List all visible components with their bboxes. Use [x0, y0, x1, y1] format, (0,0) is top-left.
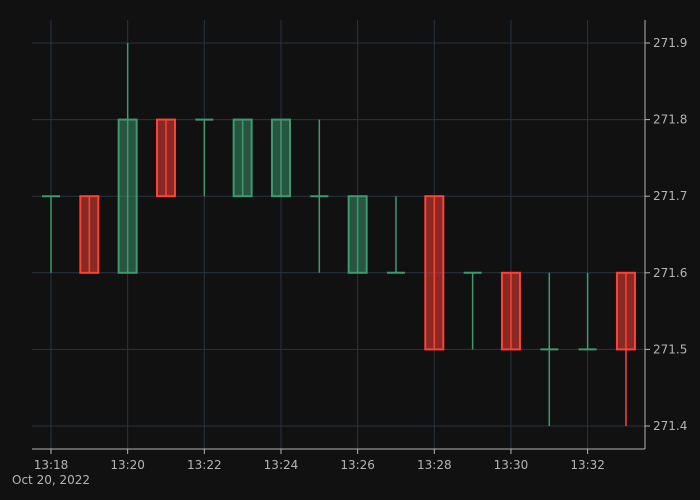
candle-up [270, 118, 291, 198]
y-tick-label: 271.4 [653, 419, 687, 433]
candle-down [615, 271, 636, 427]
x-tick-label: 13:32 [570, 458, 605, 472]
y-tick-label: 271.9 [653, 36, 687, 50]
candle-body [615, 271, 636, 351]
candle-up [117, 42, 138, 274]
x-tick-label: 13:18 [34, 458, 69, 472]
axes-layer: 271.4 271.5 271.6 271.7 271.8 271.9 13:18 13:20… [32, 20, 687, 472]
candle-body [117, 118, 138, 274]
candle-down [155, 118, 176, 198]
x-tick-label: 13:24 [264, 458, 299, 472]
candle-body [347, 195, 368, 274]
candle-up [578, 272, 597, 351]
candle-up [540, 272, 559, 427]
date-label: Oct 20, 2022 [12, 473, 90, 487]
candle-body [155, 118, 176, 198]
candle-body [232, 118, 253, 198]
y-tick-label: 271.5 [653, 342, 687, 356]
y-tick-label: 271.7 [653, 189, 687, 203]
candle-body [424, 195, 445, 351]
candle-down [79, 195, 100, 274]
y-tick-label: 271.6 [653, 266, 687, 280]
candle-up [386, 196, 405, 274]
candle-up [347, 195, 368, 274]
x-tick-label: 13:28 [417, 458, 452, 472]
candle-up [310, 119, 329, 273]
candle-down [424, 195, 445, 351]
candle-down [500, 271, 521, 351]
candle-up [463, 271, 482, 350]
candles-layer [42, 42, 636, 427]
x-tick-label: 13:20 [110, 458, 145, 472]
x-tick-label: 13:22 [187, 458, 222, 472]
candle-up [232, 118, 253, 198]
candle-up [42, 195, 60, 273]
candle-up [195, 118, 214, 197]
x-tick-label: 13:30 [494, 458, 529, 472]
candle-body [79, 195, 100, 274]
grid-lines [32, 20, 645, 449]
candle-body [270, 118, 291, 198]
candle-body [500, 271, 521, 351]
x-tick-label: 13:26 [340, 458, 375, 472]
y-tick-label: 271.8 [653, 113, 687, 127]
